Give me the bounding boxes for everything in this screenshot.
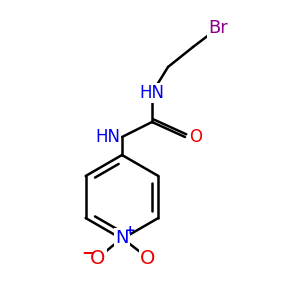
Text: N: N — [115, 229, 129, 247]
Text: +: + — [125, 224, 135, 236]
Text: O: O — [189, 128, 202, 146]
Text: −: − — [81, 243, 95, 261]
Text: Br: Br — [208, 19, 228, 37]
Text: HN: HN — [140, 84, 164, 102]
Text: O: O — [140, 248, 156, 268]
Text: HN: HN — [95, 128, 120, 146]
Text: O: O — [90, 248, 106, 268]
